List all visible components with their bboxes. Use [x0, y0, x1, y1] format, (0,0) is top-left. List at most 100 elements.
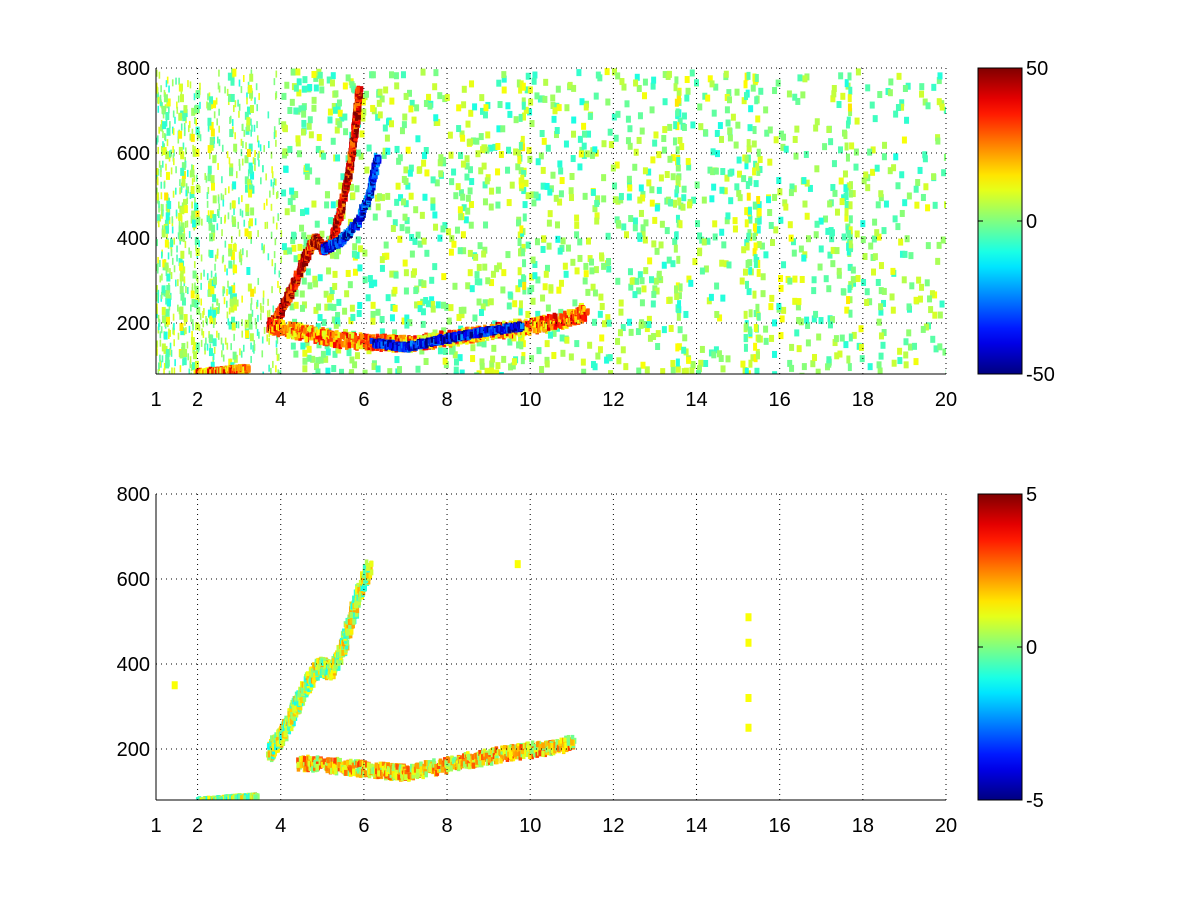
streak-cell — [843, 131, 848, 140]
noise-cell — [240, 138, 243, 146]
noise-cell — [231, 236, 233, 244]
noise-cell — [423, 358, 429, 366]
noise-cell — [392, 304, 398, 312]
noise-cell — [568, 187, 574, 195]
noise-cell — [304, 163, 310, 171]
noise-cell — [889, 293, 895, 301]
noise-cell — [446, 317, 452, 325]
noise-cell — [834, 352, 840, 360]
noise-cell — [899, 103, 905, 111]
noise-cell — [498, 372, 504, 374]
noise-cell — [363, 90, 369, 98]
noise-cell — [256, 299, 259, 307]
noise-cell — [651, 76, 657, 84]
noise-cell — [295, 135, 301, 143]
streak-cell — [178, 258, 183, 267]
noise-cell — [430, 176, 436, 184]
streak-cell — [521, 101, 526, 110]
noise-cell — [932, 311, 938, 319]
streak-cell — [190, 337, 195, 346]
noise-cell — [441, 327, 447, 335]
noise-cell — [893, 110, 899, 118]
noise-cell — [364, 166, 370, 174]
noise-cell — [169, 150, 171, 158]
noise-cell — [708, 293, 714, 301]
noise-cell — [217, 211, 220, 219]
streak-cell — [246, 148, 251, 157]
noise-cell — [544, 182, 550, 190]
streak-cell — [848, 181, 853, 190]
noise-cell — [667, 198, 673, 206]
noise-cell — [206, 343, 209, 351]
noise-cell — [274, 178, 277, 186]
noise-cell — [311, 104, 317, 112]
noise-cell — [840, 288, 846, 296]
streak-cell — [161, 343, 166, 352]
noise-cell — [577, 254, 583, 262]
streak-cell — [245, 208, 250, 217]
noise-cell — [402, 113, 408, 121]
streak-cell — [748, 215, 753, 224]
noise-cell — [161, 102, 163, 110]
noise-cell — [851, 331, 857, 339]
noise-cell — [229, 115, 232, 123]
streak-cell — [746, 71, 751, 80]
noise-cell — [877, 367, 883, 374]
noise-cell — [880, 341, 886, 349]
noise-cell — [195, 174, 198, 182]
noise-cell — [551, 351, 557, 359]
noise-cell — [853, 148, 859, 156]
streak-cell — [748, 359, 753, 368]
streak-cell — [209, 96, 214, 105]
noise-cell — [238, 229, 241, 237]
streak-cell — [180, 292, 185, 301]
noise-cell — [617, 329, 623, 337]
noise-cell — [651, 240, 657, 248]
streak-cell — [209, 121, 214, 130]
noise-cell — [226, 151, 229, 159]
noise-cell — [627, 142, 633, 150]
noise-cell — [648, 276, 654, 284]
noise-cell — [637, 196, 643, 204]
noise-cell — [307, 167, 313, 175]
noise-cell — [558, 308, 564, 316]
noise-cell — [238, 103, 241, 111]
noise-cell — [793, 152, 799, 160]
noise-cell — [282, 125, 288, 133]
noise-cell — [172, 154, 175, 162]
streak-cell — [744, 155, 749, 164]
noise-cell — [432, 263, 438, 271]
noise-cell — [810, 360, 816, 368]
noise-cell — [737, 194, 743, 202]
noise-cell — [173, 328, 175, 336]
noise-cell — [694, 181, 700, 189]
noise-cell — [832, 189, 838, 197]
noise-cell — [837, 350, 843, 358]
noise-cell — [166, 232, 168, 240]
noise-cell — [273, 78, 276, 86]
noise-cell — [923, 183, 929, 191]
noise-cell — [418, 279, 424, 287]
noise-cell — [699, 345, 705, 353]
noise-cell — [336, 346, 342, 354]
noise-cell — [214, 317, 216, 325]
noise-cell — [250, 342, 252, 350]
noise-cell — [615, 197, 621, 205]
feature-cell — [320, 338, 324, 345]
noise-cell — [177, 232, 180, 240]
noise-cell — [892, 215, 898, 223]
streak-cell — [163, 94, 168, 103]
noise-cell — [621, 83, 627, 91]
streak-cell — [675, 214, 680, 223]
noise-cell — [264, 221, 267, 229]
streak-cell — [518, 141, 523, 150]
noise-cell — [720, 168, 726, 176]
noise-cell — [763, 325, 769, 333]
noise-cell — [426, 93, 432, 101]
noise-cell — [479, 94, 485, 102]
noise-cell — [202, 310, 204, 318]
noise-cell — [571, 130, 577, 138]
noise-cell — [730, 113, 736, 121]
noise-cell — [349, 369, 355, 374]
noise-cell — [157, 368, 160, 374]
